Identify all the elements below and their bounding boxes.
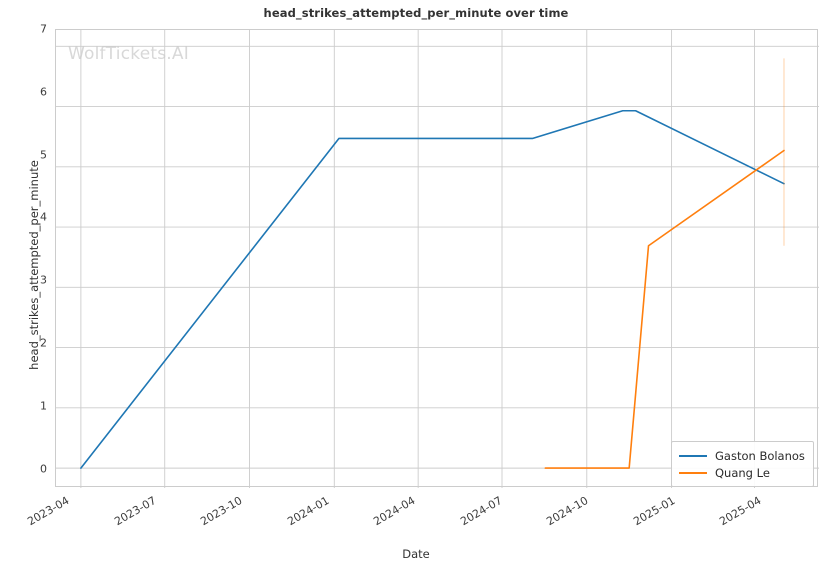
grid-lines xyxy=(56,30,819,488)
x-tick-label: 2023-10 xyxy=(198,494,245,529)
chart-title: head_strikes_attempted_per_minute over t… xyxy=(263,6,569,20)
x-tick-label: 2025-01 xyxy=(630,494,677,529)
plot-area: WolfTickets.AI xyxy=(55,29,819,488)
plot-svg xyxy=(56,30,819,488)
y-axis-tick-labels: 7 6 5 4 3 2 1 0 xyxy=(0,0,47,575)
x-tick-label: 2024-07 xyxy=(457,494,504,529)
y-tick-label: 2 xyxy=(40,336,47,350)
legend-color-swatch xyxy=(679,454,707,457)
y-tick-label: 6 xyxy=(40,85,47,99)
y-tick-label: 5 xyxy=(40,148,47,162)
y-tick-label: 0 xyxy=(40,462,47,476)
series-line xyxy=(544,149,785,469)
series-lines xyxy=(80,109,785,469)
x-tick-label: 2024-04 xyxy=(371,494,418,529)
x-tick-label: 2023-04 xyxy=(25,494,72,529)
series-line xyxy=(80,109,785,469)
y-tick-label: 7 xyxy=(40,22,47,36)
y-tick-label: 4 xyxy=(40,210,47,224)
x-tick-label: 2023-07 xyxy=(111,494,158,529)
y-axis-label: head_strikes_attempted_per_minute xyxy=(27,160,41,370)
legend-color-swatch xyxy=(679,471,707,474)
x-axis-label: Date xyxy=(402,547,430,561)
x-tick-label: 2025-04 xyxy=(717,494,764,529)
y-tick-label: 3 xyxy=(40,273,47,287)
legend-item-gaston-bolanos[interactable]: Gaston Bolanos xyxy=(679,447,805,464)
legend-label: Quang Le xyxy=(715,465,770,480)
chart-legend[interactable]: Gaston Bolanos Quang Le xyxy=(671,441,814,487)
legend-label: Gaston Bolanos xyxy=(715,448,805,463)
y-tick-label: 1 xyxy=(40,399,47,413)
x-tick-label: 2024-10 xyxy=(544,494,591,529)
legend-item-quang-le[interactable]: Quang Le xyxy=(679,464,805,481)
x-tick-label: 2024-01 xyxy=(284,494,331,529)
